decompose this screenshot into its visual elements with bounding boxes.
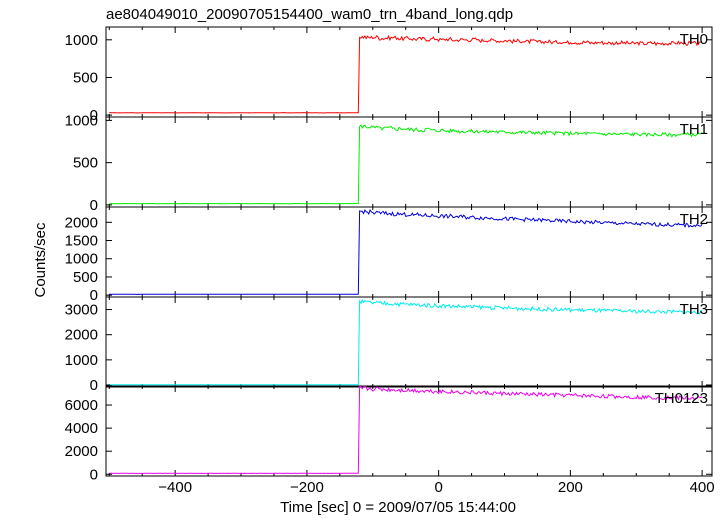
y-tick-label: 500 [73,155,98,172]
y-tick-label: 2000 [65,214,98,231]
x-tick-label: 200 [558,479,583,496]
panel-label: TH3 [680,301,708,318]
panel-label: TH1 [680,121,708,138]
y-tick-label: 500 [73,269,98,286]
x-tick-label: −200 [290,479,324,496]
y-tick-label: 1500 [65,233,98,250]
y-tick-label: 0 [90,377,98,394]
x-axis-label: Time [sec] 0 = 2009/07/05 15:44:00 [280,499,516,516]
y-tick-label: 1000 [65,352,98,369]
panel-frame [105,116,713,208]
panel-frame [105,26,713,118]
y-tick-label: 3000 [65,302,98,319]
plot-title: ae804049010_20090705154400_wam0_trn_4ban… [106,6,513,23]
panel-label: TH2 [680,211,708,228]
series-line-th2 [109,208,703,295]
y-axis-label: Counts/sec [32,222,49,298]
series-line-th0123 [109,385,703,474]
panel-frame [105,206,713,298]
y-tick-label: 0 [90,107,98,124]
series-line-th0 [109,34,703,114]
y-tick-label: 2000 [65,327,98,344]
x-tick-label: 400 [690,479,715,496]
panel-th0: 0 500 1000 TH0 [65,26,713,124]
y-tick-label: 0 [90,466,98,483]
y-tick-label: 2000 [65,443,98,460]
series-line-th1 [109,124,703,205]
panel-th3: 0 1000 2000 3000 TH3 [65,296,713,394]
panel-frame [105,296,713,388]
y-tick-label: 0 [90,287,98,304]
x-tick-label: −400 [158,479,192,496]
y-tick-label: 1000 [65,32,98,49]
panel-label: TH0 [680,31,708,48]
y-tick-label: 1000 [65,112,98,129]
panel-th1: 0 500 1000 TH1 [65,112,713,214]
y-tick-label: 0 [90,197,98,214]
y-tick-label: 4000 [65,420,98,437]
panel-frame [105,385,713,477]
x-tick-label: 0 [434,479,442,496]
y-tick-label: 6000 [65,397,98,414]
panel-label: TH0123 [655,390,708,407]
y-tick-label: 500 [73,69,98,86]
y-tick-label: 1000 [65,251,98,268]
series-line-th3 [109,298,703,386]
